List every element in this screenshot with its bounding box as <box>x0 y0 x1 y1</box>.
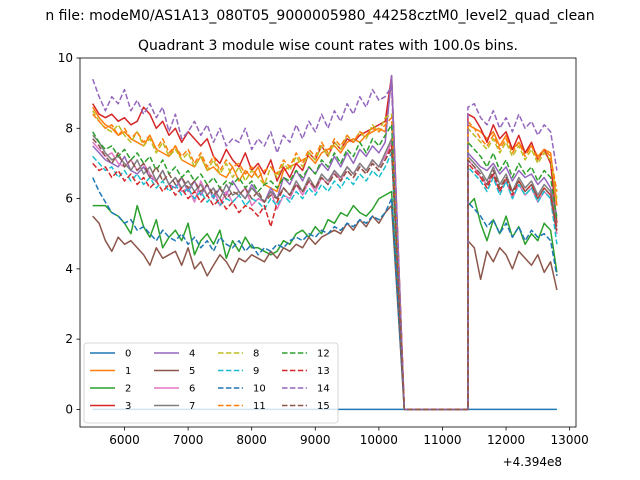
y-tick-label: 8 <box>65 121 73 135</box>
x-tick-label: 13000 <box>551 433 589 447</box>
legend-label: 12 <box>317 349 330 360</box>
x-tick-label: 9000 <box>300 433 331 447</box>
legend-label: 7 <box>189 401 195 412</box>
series-line-10 <box>92 177 558 411</box>
series-line-13 <box>92 145 558 411</box>
x-tick-label: 8000 <box>236 433 267 447</box>
legend-label: 2 <box>125 384 131 395</box>
axis-ticks: 6000 7000 8000 9000 10000 11000 12000 13000 0 2 4 6… <box>58 51 589 447</box>
legend-label: 15 <box>317 401 330 412</box>
legend-label: 4 <box>189 349 195 360</box>
x-tick-label: 6000 <box>109 433 140 447</box>
legend-label: 8 <box>253 349 259 360</box>
series-line-15 <box>92 138 558 411</box>
legend-label: 14 <box>317 384 330 395</box>
legend-label: 5 <box>189 366 195 377</box>
series-line-12 <box>92 124 558 411</box>
series-line-3 <box>92 74 558 411</box>
legend-label: 13 <box>317 366 330 377</box>
series-line-2 <box>92 190 558 411</box>
legend-box <box>83 342 339 424</box>
series-line-9 <box>92 152 558 411</box>
x-tick-label: 12000 <box>487 433 525 447</box>
legend-label: 11 <box>253 401 266 412</box>
series-line-8 <box>92 110 558 411</box>
x-offset-label: +4.394e8 <box>503 455 562 469</box>
legend-label: 1 <box>125 366 131 377</box>
series-line-7 <box>92 134 558 411</box>
x-tick-label: 10000 <box>360 433 398 447</box>
x-tick-label: 7000 <box>173 433 204 447</box>
y-tick-label: 4 <box>65 262 73 276</box>
series-line-11 <box>92 113 558 411</box>
legend-label: 9 <box>253 366 259 377</box>
y-tick-label: 6 <box>65 192 73 206</box>
legend-label: 6 <box>189 384 195 395</box>
y-tick-label: 10 <box>58 51 73 65</box>
y-tick-label: 2 <box>65 332 73 346</box>
series-line-14 <box>91 78 558 411</box>
legend-label: 0 <box>125 349 131 360</box>
legend-label: 3 <box>125 401 131 412</box>
y-tick-label: 0 <box>65 402 73 416</box>
series-line-5 <box>92 204 558 411</box>
x-tick-label: 11000 <box>423 433 461 447</box>
chart-title: Quadrant 3 module wise count rates with … <box>138 38 518 54</box>
plot-area-frame <box>79 57 577 428</box>
legend-label: 10 <box>253 384 266 395</box>
figure-suptitle: n file: modeM0/AS1A13_080T05_9000005980_… <box>45 8 594 24</box>
series-lines <box>91 74 558 411</box>
